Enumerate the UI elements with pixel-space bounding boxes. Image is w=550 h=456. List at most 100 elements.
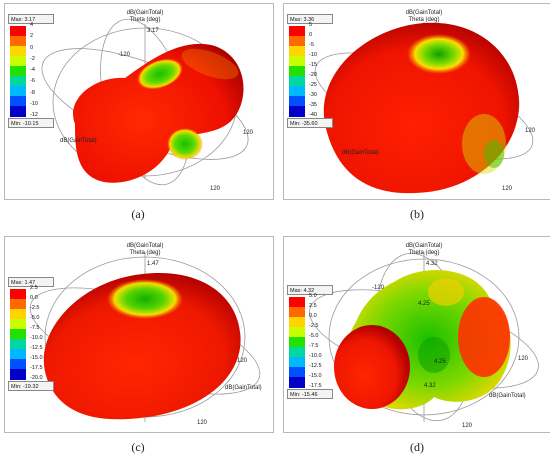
legend-color-swatch xyxy=(10,349,26,360)
legend-color-swatch xyxy=(10,66,26,77)
axis-label-gain: dB(GainTotal) xyxy=(406,10,443,16)
corner-label: dB(GainTotal) xyxy=(342,150,379,156)
legend-color-swatch xyxy=(10,369,26,380)
color-legend: Max: 4.32 5.0 2.5 0.0 -2.5 -5.0 -7.5 -10.0 -12.… xyxy=(287,285,335,405)
legend-color-swatch xyxy=(289,76,305,87)
corner-label: dB(GainTotal) xyxy=(225,385,262,391)
legend-color-swatch xyxy=(10,359,26,370)
color-legend: Max: 3.36 5 0 -5 -10 -15 -20 -25 -30 -35 -40 Min:… xyxy=(287,14,335,134)
legend-tick-label: -17.5 xyxy=(309,383,322,389)
ring-label: 120 xyxy=(243,130,254,136)
ring-label: 120 xyxy=(210,186,221,192)
legend-color-swatch xyxy=(289,357,305,368)
legend-color-swatch xyxy=(289,347,305,358)
legend-max: Max: 3.17 xyxy=(8,14,54,24)
legend-tick-label: 5.0 xyxy=(309,293,317,299)
legend-tick-label: 0 xyxy=(309,32,313,38)
legend-tick-label: -20.0 xyxy=(30,375,43,381)
legend-color-swatch xyxy=(289,367,305,378)
legend-tick-label: 2.5 xyxy=(309,303,317,309)
axis-label-theta: Theta (deg) xyxy=(408,17,439,23)
color-legend: Max: 1.47 2.5 0.0 -2.5 -5.0 -7.5 -10.0 -12.5 -1… xyxy=(8,277,56,397)
pattern-surface xyxy=(324,22,519,194)
axis-label-theta: Theta (deg) xyxy=(408,250,439,256)
legend-color-swatch xyxy=(289,297,305,308)
legend-color-swatch xyxy=(10,319,26,330)
ring-label: 120 xyxy=(237,358,248,364)
ring-label: -120 xyxy=(118,52,131,58)
pattern-3d-plot: dB(GainTotal) Theta (deg) 4.32 -120 120 … xyxy=(309,243,539,429)
axis-label-gain: dB(GainTotal) xyxy=(127,10,164,16)
inner-value: 4.25 xyxy=(434,359,446,365)
caption-c: (c) xyxy=(131,440,145,454)
legend-tick-label: 2.5 xyxy=(30,285,38,291)
legend-color-swatch xyxy=(10,36,26,47)
color-legend: Max: 3.17 4 2 0 -2 -4 -6 -8 -10 -12 Min: -10.15 xyxy=(8,14,56,134)
pattern-3d-plot: dB(GainTotal) Theta (deg) 3.17 -120 120 … xyxy=(41,10,254,192)
top-value: 4.32 xyxy=(426,261,438,267)
top-value: 1.47 xyxy=(147,261,159,267)
legend-color-swatch xyxy=(289,337,305,348)
legend-tick-label: -10.0 xyxy=(309,353,322,359)
ring-label: 120 xyxy=(525,128,536,134)
pattern-surface xyxy=(43,273,241,420)
legend-tick-label: 2 xyxy=(30,33,34,40)
legend-color-swatch xyxy=(10,106,26,117)
inner-value: 4.32 xyxy=(424,383,436,389)
legend-tick-label: -2 xyxy=(30,55,35,62)
caption-d: (d) xyxy=(410,440,424,454)
legend-tick-label: -12.5 xyxy=(30,345,43,351)
legend-tick-label: -5 xyxy=(309,42,314,48)
legend-color-swatch xyxy=(10,56,26,67)
legend-tick-label: -2.5 xyxy=(309,323,319,329)
legend-tick-label: -15 xyxy=(309,62,317,68)
legend-tick-label: -35 xyxy=(309,102,317,108)
legend-color-swatch xyxy=(289,307,305,318)
legend-tick-label: -25 xyxy=(309,82,317,88)
legend-max: Max: 1.47 xyxy=(8,277,54,287)
legend-tick-label: -30 xyxy=(309,92,317,98)
legend-max: Max: 3.36 xyxy=(287,14,333,24)
legend-color-swatch xyxy=(289,96,305,107)
legend-tick-label: 0.0 xyxy=(30,295,38,301)
legend-color-swatch xyxy=(289,317,305,328)
corner-label: dB(GainTotal) xyxy=(60,138,97,144)
legend-color-swatch xyxy=(10,46,26,57)
legend-color-bar xyxy=(10,289,26,380)
caption-a: (a) xyxy=(131,207,145,221)
legend-color-swatch xyxy=(289,327,305,338)
axis-label-theta: Theta (deg) xyxy=(129,17,160,23)
pattern-3d-plot: dB(GainTotal) Theta (deg) 120 120 dB(Gai… xyxy=(314,10,536,194)
caption-b: (b) xyxy=(410,207,424,221)
legend-color-swatch xyxy=(10,339,26,350)
ring-label: 120 xyxy=(518,356,529,362)
legend-tick-label: 0 xyxy=(30,44,34,51)
pattern-3d-plot: dB(GainTotal) Theta (deg) 1.47 120 120 d… xyxy=(29,243,262,426)
legend-color-swatch xyxy=(10,309,26,320)
legend-color-swatch xyxy=(10,289,26,300)
legend-tick-label: 4 xyxy=(30,22,34,28)
inner-value: 4.25 xyxy=(418,301,430,307)
legend-color-swatch xyxy=(289,56,305,67)
axis-label-gain: dB(GainTotal) xyxy=(127,243,164,249)
ring-label: -120 xyxy=(372,285,385,291)
legend-tick-label: -20 xyxy=(309,72,317,78)
legend-tick-label: -10.0 xyxy=(30,335,43,341)
ring-label: 120 xyxy=(197,420,208,426)
radiation-pattern-panel-a: dB(GainTotal) Theta (deg) 3.17 -120 120 … xyxy=(4,3,274,200)
ring-label: 120 xyxy=(462,423,473,429)
legend-min: Min: -35.60 xyxy=(287,118,333,128)
pattern-surface xyxy=(334,270,511,410)
legend-tick-label: -40 xyxy=(309,112,317,118)
legend-tick-label: -17.5 xyxy=(30,365,43,371)
legend-color-bar xyxy=(289,297,305,388)
legend-color-swatch xyxy=(10,329,26,340)
radiation-pattern-panel-c: dB(GainTotal) Theta (deg) 1.47 120 120 d… xyxy=(4,236,274,433)
top-value: 3.17 xyxy=(147,28,159,34)
legend-color-swatch xyxy=(289,377,305,388)
legend-max: Max: 4.32 xyxy=(287,285,333,295)
radiation-pattern-panel-d: dB(GainTotal) Theta (deg) 4.32 -120 120 … xyxy=(283,236,550,433)
legend-color-bar xyxy=(289,26,305,117)
legend-tick-label: -7.5 xyxy=(30,325,40,331)
legend-tick-label: -10 xyxy=(309,52,317,58)
